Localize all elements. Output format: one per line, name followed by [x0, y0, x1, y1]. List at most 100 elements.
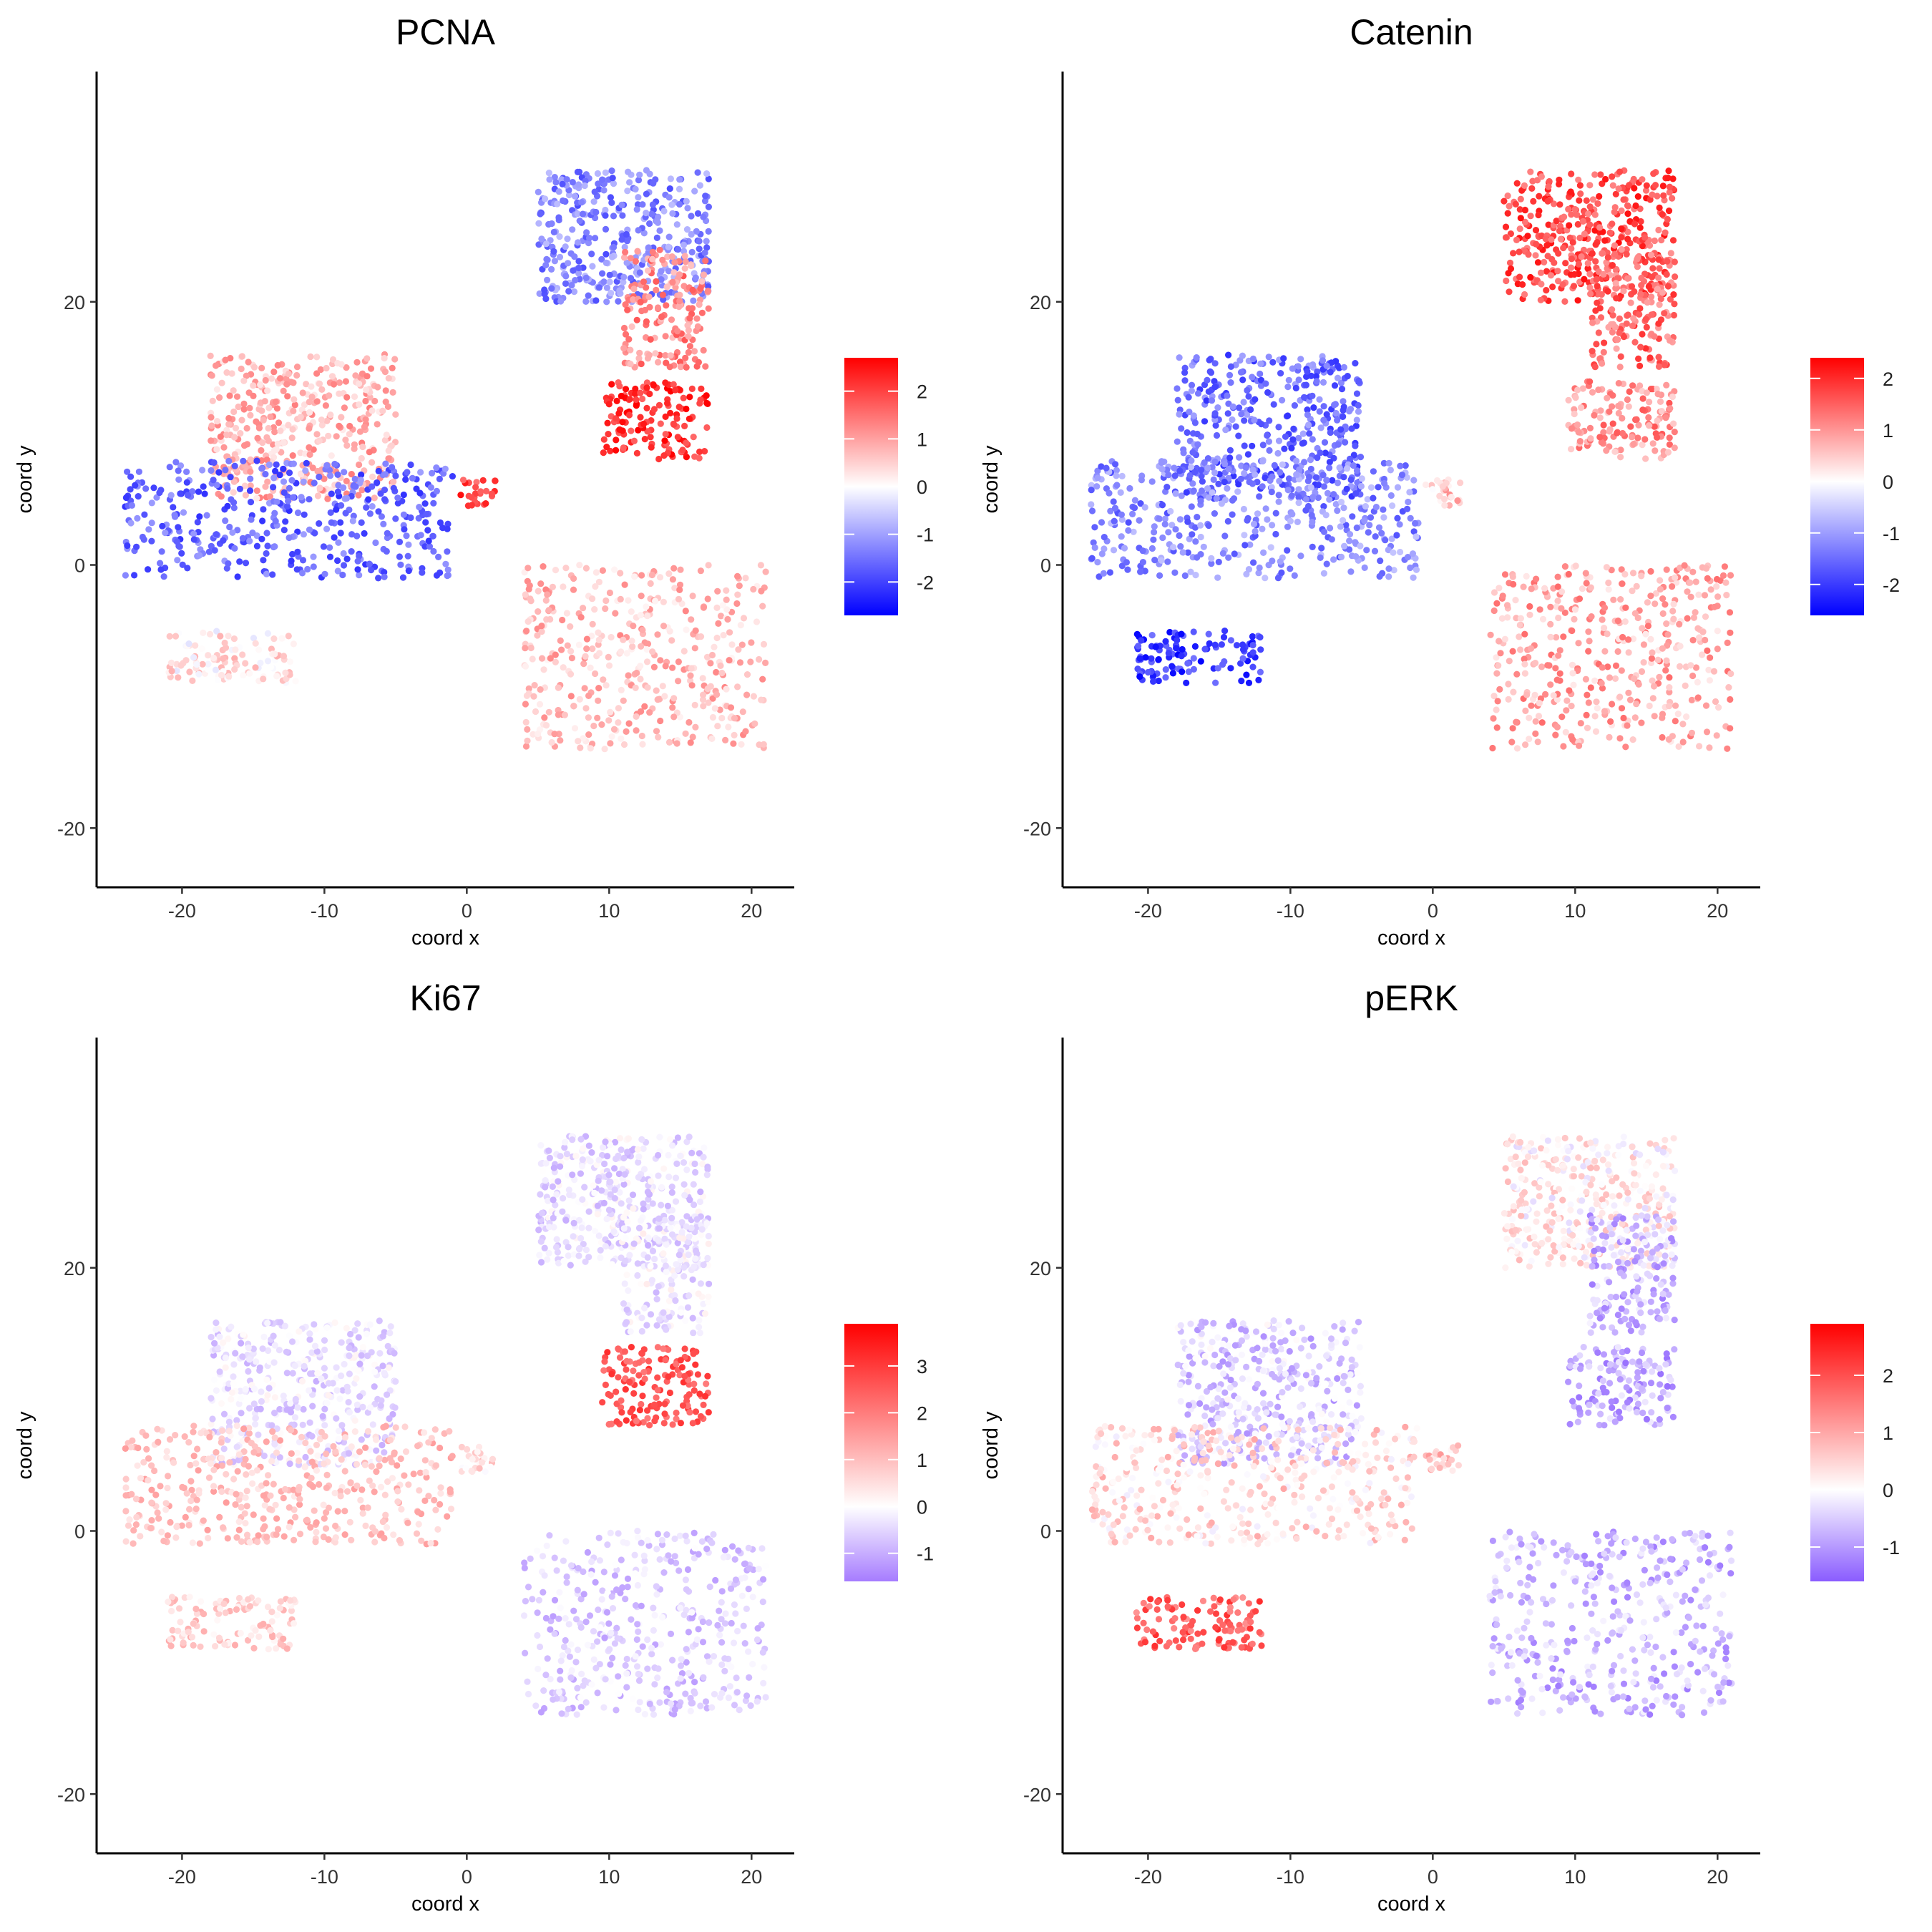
point [350, 512, 357, 519]
point [1131, 504, 1138, 512]
point [1337, 523, 1344, 530]
point [565, 260, 572, 267]
point [1237, 369, 1245, 376]
point [1542, 691, 1549, 698]
point [358, 519, 365, 527]
point [1117, 489, 1124, 497]
point [682, 608, 689, 615]
point [680, 248, 688, 255]
point [591, 188, 598, 195]
point [530, 693, 537, 700]
point [1366, 522, 1373, 529]
point [1205, 494, 1212, 501]
point [1344, 373, 1351, 380]
point [1634, 254, 1641, 261]
point [286, 534, 293, 542]
point [1211, 469, 1219, 477]
point [267, 663, 274, 670]
point [1523, 572, 1530, 580]
point [646, 220, 653, 228]
point [1243, 671, 1250, 678]
point [1113, 482, 1121, 489]
point [1549, 283, 1556, 291]
point [1620, 714, 1627, 722]
point [1433, 477, 1441, 484]
point [1611, 448, 1619, 455]
point [1322, 449, 1329, 457]
point [441, 465, 449, 472]
point [1669, 195, 1676, 202]
point [1640, 641, 1647, 648]
point [1584, 724, 1591, 731]
point [555, 684, 562, 691]
point [592, 583, 599, 590]
point [1727, 725, 1734, 732]
point [700, 604, 708, 611]
point [1176, 354, 1183, 361]
point [757, 562, 764, 569]
cluster-4 [122, 457, 457, 582]
point [309, 464, 316, 472]
point [277, 427, 284, 434]
point [1689, 672, 1697, 680]
point [717, 613, 725, 620]
point [663, 359, 670, 366]
point [1611, 250, 1619, 258]
point [704, 400, 711, 408]
point [1584, 691, 1591, 698]
point [1669, 583, 1676, 590]
point [1532, 252, 1539, 259]
point [1265, 438, 1272, 445]
point [1152, 643, 1159, 650]
point [557, 637, 564, 645]
point [1556, 228, 1563, 235]
point [1205, 522, 1212, 530]
point [1512, 597, 1519, 604]
point [1543, 268, 1550, 275]
colorbar: 210-1-2 [844, 358, 934, 615]
point [1648, 655, 1655, 662]
point [1396, 521, 1403, 528]
point [1576, 595, 1584, 602]
point [750, 693, 757, 700]
point [1628, 283, 1636, 290]
point [1618, 246, 1625, 253]
point [624, 306, 631, 313]
point [616, 1135, 624, 1142]
point [1088, 501, 1095, 508]
point [570, 1233, 577, 1240]
point [205, 660, 212, 668]
point [1167, 507, 1174, 515]
point [311, 530, 318, 537]
point [715, 620, 722, 628]
point [1544, 662, 1551, 669]
point [600, 278, 608, 286]
point [1342, 522, 1350, 529]
point [686, 343, 694, 350]
point [1349, 513, 1356, 520]
point [555, 706, 562, 714]
point [591, 1189, 598, 1196]
point [223, 431, 230, 439]
point [638, 572, 645, 579]
point [608, 381, 615, 388]
point [402, 476, 409, 483]
point [1252, 396, 1259, 403]
cluster-2 [1565, 378, 1678, 462]
point [670, 565, 678, 572]
point [711, 643, 718, 650]
point [647, 1311, 655, 1318]
point [688, 665, 695, 672]
point [316, 473, 323, 481]
point [1607, 718, 1614, 726]
point [1422, 481, 1430, 489]
point [1659, 645, 1666, 652]
x-tick-label: 20 [1707, 900, 1728, 922]
point [1612, 280, 1619, 287]
point [1370, 494, 1377, 502]
point [654, 219, 662, 226]
point [640, 1230, 647, 1237]
point [681, 1191, 688, 1199]
point [227, 474, 234, 481]
